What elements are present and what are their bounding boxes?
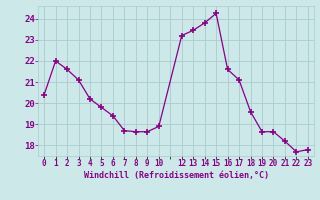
X-axis label: Windchill (Refroidissement éolien,°C): Windchill (Refroidissement éolien,°C) — [84, 171, 268, 180]
